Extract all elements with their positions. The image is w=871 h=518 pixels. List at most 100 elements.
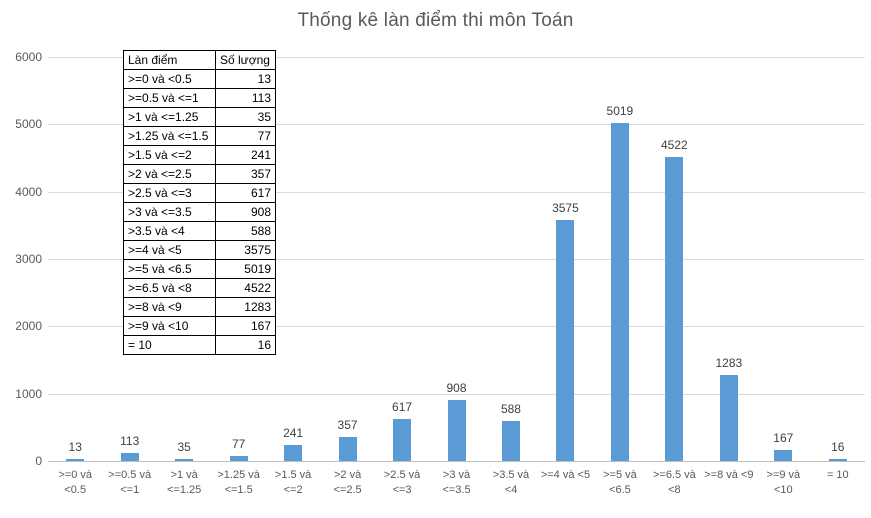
table-cell-range: >3 và <=3.5 [123, 202, 216, 222]
table-row: >2.5 và <=3 617 [123, 183, 276, 203]
table-cell-count: 13 [215, 69, 276, 89]
bar->=0.5 và <=1[interactable] [120, 453, 139, 461]
table-cell-range: >=6.5 và <8 [123, 278, 216, 298]
table-row: >=8 và <9 1283 [123, 297, 276, 317]
bar-data-label: 617 [392, 400, 413, 414]
x-tick-label: >1.5 và <=2 [274, 469, 312, 496]
table-header-cell: Số lượng [215, 50, 276, 70]
bar->=9 và <10[interactable] [774, 450, 793, 461]
gridline [48, 259, 865, 260]
table-cell-count: 3575 [215, 240, 276, 260]
x-tick-label: >=4 và <5 [540, 469, 591, 481]
table-cell-count: 16 [215, 335, 276, 355]
table-cell-count: 77 [215, 126, 276, 146]
gridline [48, 191, 865, 193]
bar->=4 và <5[interactable] [556, 220, 575, 461]
bar->=5 và <6.5[interactable] [610, 123, 629, 461]
gridline [48, 57, 865, 58]
data-table: Làn điểm Số lượng >=0 và <0.5 13 >=0.5 và <=… [123, 50, 276, 355]
table-cell-count: 588 [215, 221, 276, 241]
table-row: >3 và <=3.5 908 [123, 202, 276, 222]
table-cell-range: >1.5 và <=2 [123, 145, 216, 165]
bar-data-label: 16 [831, 440, 845, 454]
x-tick-label: >3.5 và <4 [492, 469, 530, 496]
bar-data-label: 241 [283, 426, 304, 440]
table-cell-range: >=0.5 và <=1 [123, 88, 216, 108]
table-cell-count: 908 [215, 202, 276, 222]
table-row: >=4 và <5 3575 [123, 240, 276, 260]
bar->1 và <=1.25[interactable] [175, 459, 194, 461]
bar-data-label: 908 [446, 381, 467, 395]
table-cell-count: 4522 [215, 278, 276, 298]
table-cell-range: >1 và <=1.25 [123, 107, 216, 127]
table-row: >3.5 và <4 588 [123, 221, 276, 241]
table-row: >1.25 và <=1.5 77 [123, 126, 276, 146]
table-cell-range: >3.5 và <4 [123, 221, 216, 241]
gridline [48, 124, 865, 126]
y-tick-label: 4000 [15, 184, 42, 199]
plot-area: 13 113 35 77 241 357 617 908 588 3575 5019 4522 1283… [48, 57, 865, 462]
x-tick-label: >=0 và <0.5 [58, 469, 93, 496]
bar-data-label: 167 [773, 431, 794, 445]
table-row: >=0.5 và <=1 113 [123, 88, 276, 108]
bar-data-label: 3575 [552, 201, 579, 215]
table-row: >=6.5 và <8 4522 [123, 278, 276, 298]
table-cell-count: 241 [215, 145, 276, 165]
bar-data-label: 4522 [661, 138, 688, 152]
table-cell-range: >=5 và <6.5 [123, 259, 216, 279]
bar-data-label: 1283 [715, 356, 743, 370]
bar-data-label: 113 [120, 434, 140, 448]
table-cell-range: >=8 và <9 [123, 297, 216, 317]
bar->=0 và <0.5[interactable] [66, 459, 85, 461]
x-tick-label: = 10 [826, 469, 849, 481]
x-tick-label: >=9 và <10 [766, 469, 801, 496]
bar-data-label: 13 [68, 440, 82, 454]
x-axis: >=0 và <0.5 >=0.5 và <=1 >1 và <=1.25 >1.25… [48, 468, 865, 498]
table-row: >=0 và <0.5 13 [123, 69, 276, 89]
table-row: >=9 và <10 167 [123, 316, 276, 336]
table-cell-count: 113 [215, 88, 276, 108]
table-cell-range: >=4 và <5 [123, 240, 216, 260]
bar->3.5 và <4[interactable] [501, 421, 520, 461]
table-header-cell: Làn điểm [123, 50, 216, 70]
table-row: = 10 16 [123, 335, 276, 355]
table-cell-range: >2.5 và <=3 [123, 183, 216, 203]
bar-= 10[interactable] [828, 459, 847, 461]
bar->2.5 và <=3[interactable] [393, 419, 412, 461]
bar-data-label: 357 [337, 418, 358, 432]
x-tick-label: >1 và <=1.25 [167, 469, 202, 496]
bar->1.25 và <=1.5[interactable] [229, 456, 248, 461]
bar->1.5 và <=2[interactable] [284, 445, 303, 461]
bar-data-label: 588 [500, 402, 521, 416]
y-axis: 0 1000 2000 3000 4000 5000 6000 [0, 51, 44, 467]
y-tick-label: 2000 [15, 319, 42, 334]
bar->3 và <=3.5[interactable] [447, 400, 466, 461]
x-tick-label: >1.25 và <=1.5 [217, 469, 260, 496]
gridline [48, 326, 865, 328]
x-tick-label: >=0.5 và <=1 [108, 469, 152, 496]
table-cell-count: 1283 [215, 297, 276, 317]
table-cell-range: >2 và <=2.5 [123, 164, 216, 184]
bar->=8 và <9[interactable] [719, 375, 738, 461]
table-row: >1 và <=1.25 35 [123, 107, 276, 127]
table-cell-count: 617 [215, 183, 276, 203]
table-cell-range: = 10 [123, 335, 216, 355]
bar->2 và <=2.5[interactable] [338, 437, 357, 461]
x-tick-label: >2.5 và <=3 [383, 469, 421, 496]
table-row: >1.5 và <=2 241 [123, 145, 276, 165]
y-tick-label: 5000 [15, 117, 42, 132]
bar-data-label: 5019 [606, 104, 634, 118]
bar-data-label: 77 [231, 437, 246, 451]
x-axis-line [48, 461, 865, 462]
table-row: >=5 và <6.5 5019 [123, 259, 276, 279]
table-cell-count: 5019 [215, 259, 276, 279]
table-cell-count: 35 [215, 107, 276, 127]
x-tick-label: >2 và <=2.5 [333, 469, 362, 496]
bar->=6.5 và <8[interactable] [665, 157, 684, 461]
y-tick-label: 6000 [15, 50, 42, 64]
x-tick-label: >=8 và <9 [704, 469, 754, 481]
x-tick-label: >3 và <=3.5 [442, 469, 471, 496]
table-cell-count: 357 [215, 164, 276, 184]
table-cell-range: >=0 và <0.5 [123, 69, 216, 89]
